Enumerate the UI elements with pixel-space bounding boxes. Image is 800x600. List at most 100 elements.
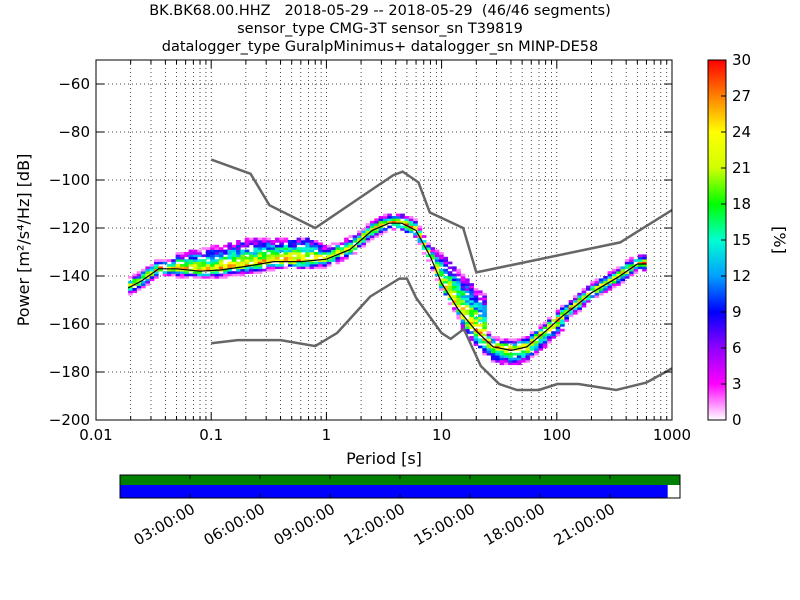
histogram-cell bbox=[525, 348, 531, 351]
histogram-cell bbox=[175, 271, 181, 274]
histogram-cell bbox=[482, 348, 487, 351]
colorbar-label: [%] bbox=[770, 226, 789, 254]
histogram-cell bbox=[616, 271, 621, 274]
histogram-cell bbox=[292, 252, 297, 255]
axes: 0.01 0.1 1 10 100 1000 −200 −180 −160 −140 −120 −10… bbox=[49, 60, 691, 444]
histogram-cell bbox=[555, 326, 561, 330]
histogram-cell bbox=[568, 302, 574, 306]
histogram-cell bbox=[257, 240, 263, 243]
histogram-cell bbox=[361, 235, 366, 238]
histogram-cell bbox=[525, 336, 531, 339]
histogram-cell bbox=[274, 249, 280, 253]
histogram-cell bbox=[473, 312, 479, 315]
histogram-cell bbox=[564, 316, 569, 320]
histogram-cell bbox=[145, 278, 151, 282]
histogram-cell bbox=[158, 268, 163, 272]
histogram-cell bbox=[253, 244, 258, 248]
histogram-cell bbox=[465, 312, 470, 315]
histogram-cell bbox=[188, 254, 194, 258]
histogram-cell bbox=[434, 259, 440, 262]
histogram-cell bbox=[417, 230, 423, 234]
histogram-cell bbox=[516, 362, 522, 366]
histogram-cell bbox=[482, 345, 487, 349]
histogram-cell bbox=[210, 244, 215, 248]
coverage-time-label: 09:00:00 bbox=[271, 500, 338, 549]
histogram-cell bbox=[542, 336, 548, 339]
histogram-cell bbox=[421, 252, 427, 255]
histogram-cell bbox=[344, 242, 349, 246]
histogram-cell bbox=[417, 242, 423, 246]
histogram-cell bbox=[452, 276, 457, 279]
histogram-cell bbox=[223, 252, 228, 255]
histogram-cell bbox=[439, 261, 444, 265]
histogram-cell bbox=[365, 235, 371, 238]
histogram-cell bbox=[577, 309, 582, 313]
histogram-cell bbox=[404, 230, 410, 234]
histogram-cell bbox=[214, 261, 220, 265]
histogram-cell bbox=[214, 266, 220, 270]
histogram-cell bbox=[236, 247, 241, 250]
histogram-cell bbox=[184, 259, 189, 262]
histogram-cell bbox=[633, 259, 639, 262]
histogram-cell bbox=[560, 319, 565, 322]
histogram-cell bbox=[413, 223, 418, 226]
histogram-cell bbox=[516, 355, 522, 358]
histogram-cell bbox=[270, 244, 276, 248]
histogram-cell bbox=[598, 292, 604, 296]
histogram-cell bbox=[305, 242, 310, 246]
histogram-cell bbox=[633, 271, 639, 274]
histogram-cell bbox=[166, 273, 172, 277]
histogram-cell bbox=[309, 242, 315, 246]
histogram-cell bbox=[339, 242, 345, 246]
histogram-cell bbox=[244, 244, 250, 248]
histogram-cell bbox=[210, 254, 215, 258]
histogram-cell bbox=[516, 338, 522, 342]
histogram-cell bbox=[439, 283, 444, 286]
histogram-cell bbox=[490, 357, 496, 361]
histogram-cell bbox=[253, 249, 258, 253]
histogram-cell bbox=[499, 343, 505, 346]
histogram-cell bbox=[465, 300, 470, 303]
histogram-cell bbox=[408, 225, 414, 229]
histogram-cell bbox=[309, 247, 315, 250]
histogram-cell bbox=[387, 225, 392, 229]
histogram-cell bbox=[270, 268, 276, 272]
histogram-cell bbox=[218, 254, 224, 258]
histogram-cell bbox=[201, 264, 207, 267]
histogram-cell bbox=[231, 244, 237, 248]
histogram-cell bbox=[218, 264, 224, 267]
histogram-cell bbox=[244, 261, 250, 265]
histogram-cell bbox=[404, 225, 410, 229]
histogram-cell bbox=[594, 283, 600, 286]
histogram-cell bbox=[426, 244, 431, 248]
histogram-cell bbox=[236, 244, 241, 248]
histogram-cell bbox=[136, 285, 142, 289]
histogram-cell bbox=[460, 307, 466, 310]
histogram-cell bbox=[240, 244, 246, 248]
histogram-cell bbox=[560, 324, 565, 327]
histogram-cell bbox=[322, 256, 328, 260]
histogram-cell bbox=[477, 331, 483, 334]
histogram-cell bbox=[348, 244, 354, 248]
histogram-cell bbox=[331, 252, 336, 255]
histogram-cell bbox=[465, 321, 470, 325]
histogram-cell bbox=[512, 338, 518, 342]
histogram-cell bbox=[521, 340, 526, 344]
histogram-cell bbox=[447, 292, 453, 296]
histogram-cell bbox=[171, 271, 176, 274]
histogram-cell bbox=[555, 324, 561, 327]
histogram-cell bbox=[598, 288, 604, 291]
histogram-cell bbox=[525, 350, 531, 354]
histogram-cell bbox=[469, 283, 474, 286]
histogram-cell bbox=[417, 240, 423, 243]
histogram-cell bbox=[555, 314, 561, 318]
histogram-cell bbox=[581, 300, 587, 303]
histogram-cell bbox=[542, 333, 548, 337]
histogram-cell bbox=[495, 336, 500, 339]
histogram-cell bbox=[249, 240, 254, 243]
histogram-cell bbox=[555, 316, 561, 320]
histogram-cell bbox=[374, 225, 379, 229]
histogram-cell bbox=[296, 261, 302, 265]
chart-title-line-2: sensor_type CMG-3T sensor_sn T39819 bbox=[237, 21, 523, 37]
histogram-cell bbox=[482, 333, 487, 337]
